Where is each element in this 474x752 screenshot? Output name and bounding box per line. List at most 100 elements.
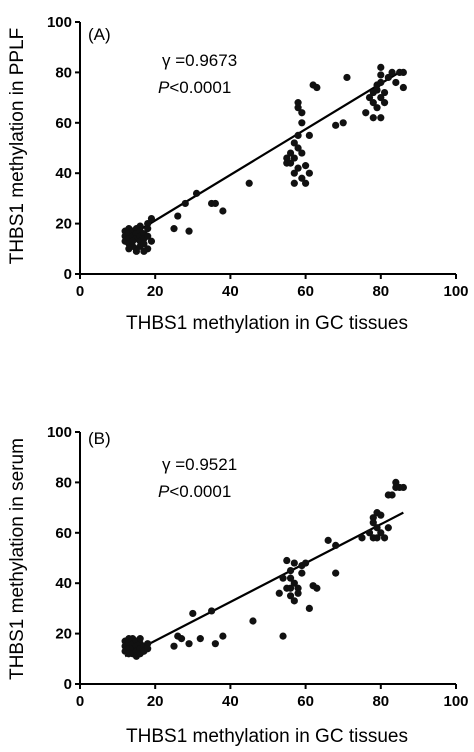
panel-a-data-point	[144, 225, 152, 233]
panel-b-data-point	[170, 642, 178, 650]
panel-a-data-point	[294, 131, 302, 139]
panel-a-data-point	[399, 68, 407, 76]
panel-b-y-tick-label: 60	[55, 525, 72, 542]
panel-a-data-point	[332, 121, 340, 129]
panel-b-data-point	[302, 559, 310, 567]
panel-a-data-point	[294, 104, 302, 112]
panel-a-data-point	[211, 199, 219, 208]
panel-b-data-point	[196, 635, 204, 643]
panel-a-data-point	[362, 109, 370, 117]
panel-a-data-point	[392, 78, 400, 87]
panel-a-data-point	[245, 179, 253, 187]
panel-a-x-tick-label: 40	[222, 283, 239, 300]
panel-b-x-tick-label: 20	[147, 693, 164, 710]
panel-b-data-point	[294, 589, 302, 597]
panel-a-data-point	[286, 159, 295, 167]
panel-b-x-tick-label: 0	[76, 693, 84, 710]
panel-b-p-symbol: P	[158, 482, 170, 501]
panel-b-data-point	[369, 519, 377, 527]
panel-a-data-point	[399, 83, 407, 92]
panel-b-y-axis-label: THBS1 methylation in serum	[7, 438, 28, 680]
panel-b-data-point	[144, 640, 152, 648]
panel-b-y-tick-label: 100	[47, 424, 72, 441]
panel-b-data-point	[290, 559, 298, 567]
panel-a-data-point	[294, 164, 302, 172]
panel-a-data-point	[302, 162, 310, 170]
panel-a-data-point	[294, 144, 302, 152]
panel-a-data-point	[305, 169, 313, 177]
panel-a-data-point	[192, 189, 201, 197]
panel-b-y-tick-label: 20	[55, 626, 72, 643]
panel-b-data-point	[189, 609, 197, 618]
panel-b-y-tick-label: 0	[64, 676, 72, 693]
panel-b-data-point	[286, 584, 295, 592]
panel-b-data-point	[286, 592, 295, 600]
panel-b-data-point	[177, 635, 186, 643]
panel-a-data-point	[380, 99, 389, 107]
panel-b-data-point	[384, 524, 392, 532]
panel-a-data-point	[129, 237, 137, 245]
panel-a-data-point	[136, 222, 144, 230]
panel-a-r-value: γ =0.9673	[162, 51, 237, 70]
panel-b-data-point	[279, 574, 287, 582]
panel-a-data-point	[174, 212, 182, 220]
panel-a-data-point	[286, 149, 295, 157]
panel-a-data-point	[377, 71, 385, 79]
panel-a-data-point	[388, 68, 396, 76]
panel-b-data-point	[136, 635, 144, 643]
panel-a-data-point	[380, 88, 389, 97]
panel-a-data-point	[185, 227, 193, 235]
panel-a-y-tick-label: 60	[55, 115, 72, 132]
panel-b-data-point	[305, 604, 313, 613]
panel-a-data-point	[290, 169, 298, 177]
panel-a-x-tick-label: 80	[372, 283, 389, 300]
panel-a-data-point	[290, 139, 298, 147]
panel-b-data-point	[332, 569, 340, 577]
panel-b-data-point	[324, 536, 332, 544]
panel-b-data-point	[358, 534, 366, 542]
panel-b-regression-line	[124, 511, 404, 658]
panel-a-data-point	[298, 174, 306, 182]
panel-a-data-point	[384, 73, 392, 82]
panel-b-data-point	[125, 635, 133, 643]
panel-b-data-point	[275, 589, 283, 597]
panel-b-data-point	[144, 645, 152, 653]
panel-a-data-point	[377, 63, 385, 71]
panel-b-data-point	[286, 567, 295, 575]
panel-a-data-point	[373, 104, 381, 112]
panel-a-data-point	[377, 114, 385, 122]
panel-b-data-point	[211, 640, 219, 648]
panel-b-data-point	[279, 632, 287, 640]
panel-a-x-tick-label: 100	[443, 283, 468, 300]
panel-a-data-point	[373, 86, 381, 94]
panel-b-y-tick-label: 40	[55, 575, 72, 592]
panel-a-y-tick-label: 80	[55, 64, 72, 81]
panel-a-data-point	[144, 220, 152, 228]
panel-b-data-point	[392, 478, 400, 486]
panel-a-data-point	[298, 109, 306, 117]
panel-b-x-axis-label: THBS1 methylation in GC tissues	[126, 726, 408, 747]
panel-a-data-point	[132, 247, 140, 255]
panel-b-data-point	[313, 584, 321, 592]
panel-a-data-point	[339, 119, 347, 127]
panel-b-data-point	[373, 534, 381, 542]
panel-a-data-point	[305, 131, 313, 139]
panel-a-y-tick-label: 100	[47, 14, 72, 31]
panel-a-p-symbol: P	[158, 78, 170, 97]
panel-a-data-point	[369, 99, 377, 107]
panel-b-data-point	[380, 534, 389, 542]
panel-a-y-tick-label: 20	[55, 216, 72, 233]
panel-a-x-tick-label: 60	[297, 283, 314, 300]
panel-a-p-number: <0.0001	[169, 78, 231, 97]
panel-b-data-point	[377, 529, 385, 537]
panel-b-data-point	[369, 514, 377, 522]
panel-b-data-point	[219, 632, 227, 640]
panel-a-data-point	[147, 237, 156, 245]
panel-a-x-tick-label: 20	[147, 283, 164, 300]
panel-b-data-point	[373, 524, 381, 532]
panel-a-data-point	[298, 119, 306, 127]
panel-b-x-tick-label: 40	[222, 693, 239, 710]
panel-a-data-point	[377, 94, 385, 102]
panel-b-data-point	[283, 556, 291, 565]
